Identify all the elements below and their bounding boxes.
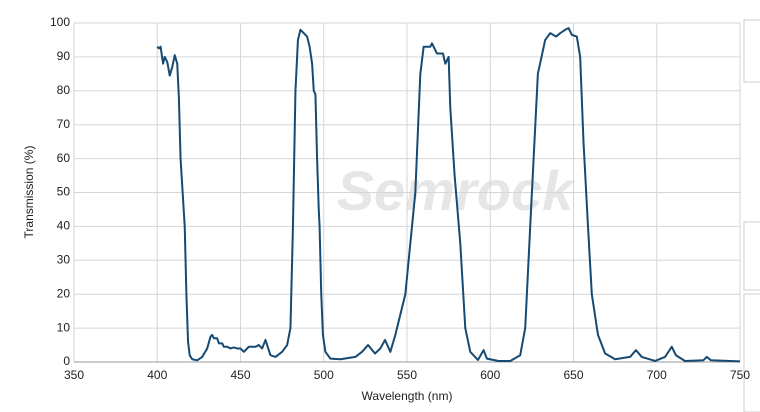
x-tick-label: 350 <box>64 368 84 382</box>
x-tick-label: 450 <box>230 368 250 382</box>
y-tick-label: 40 <box>57 219 71 233</box>
y-tick-label: 100 <box>50 15 70 29</box>
x-tick-label: 550 <box>397 368 417 382</box>
y-tick-label: 20 <box>57 286 71 300</box>
x-axis-label: Wavelength (nm) <box>362 389 453 403</box>
y-tick-label: 10 <box>57 320 71 334</box>
y-tick-label: 80 <box>57 83 71 97</box>
y-tick-label: 90 <box>57 49 71 63</box>
x-tick-label: 500 <box>314 368 334 382</box>
x-tick-label: 600 <box>480 368 500 382</box>
y-axis-label: Transmission (%) <box>22 146 36 239</box>
x-tick-label: 700 <box>647 368 667 382</box>
y-tick-label: 0 <box>63 354 70 368</box>
spectrum-line <box>156 27 741 363</box>
y-tick-label: 30 <box>57 252 71 266</box>
x-tick-label: 400 <box>147 368 167 382</box>
x-tick-label: 750 <box>730 368 750 382</box>
x-tick-label: 650 <box>563 368 583 382</box>
side-panel <box>743 293 760 412</box>
side-panel <box>743 19 760 83</box>
y-tick-label: 60 <box>57 151 71 165</box>
y-tick-label: 50 <box>57 185 71 199</box>
y-tick-label: 70 <box>57 117 71 131</box>
side-panel <box>743 221 760 291</box>
